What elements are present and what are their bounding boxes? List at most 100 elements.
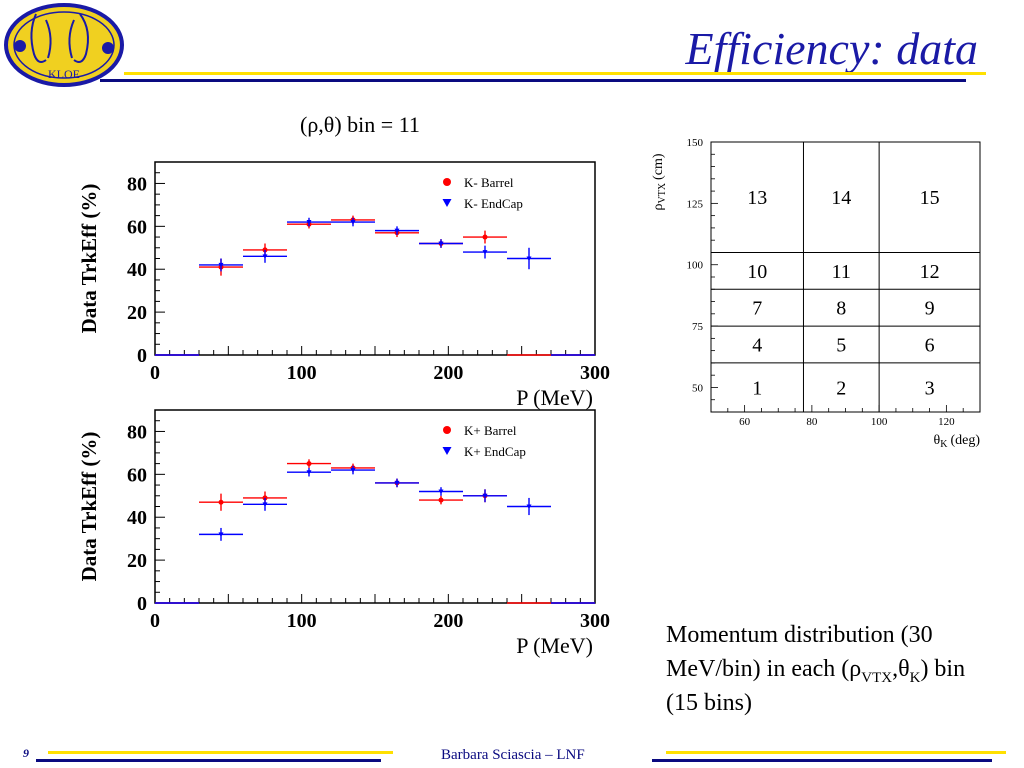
x-tick-label: 300 xyxy=(580,362,610,384)
y-tick-label: 40 xyxy=(127,507,147,529)
y-tick-label: 0 xyxy=(137,345,147,367)
legend-marker xyxy=(442,199,452,207)
logo-text: KLOE xyxy=(48,67,80,81)
y-axis-symbol: ρ xyxy=(651,204,666,211)
y-axis-label: Data TrkEff (%) xyxy=(77,432,101,582)
bin-label: 14 xyxy=(831,187,851,209)
x-tick-label: 60 xyxy=(739,416,751,428)
data-point xyxy=(394,228,400,234)
data-point xyxy=(482,250,488,255)
bin-label: 7 xyxy=(752,298,762,320)
footer-rule-gold-right xyxy=(666,751,1006,754)
legend-marker xyxy=(443,426,451,434)
bin-label: 15 xyxy=(920,187,940,209)
page-number: 9 xyxy=(23,746,29,760)
footer-rule-navy-right xyxy=(652,759,992,762)
bin-label: 1 xyxy=(752,377,762,399)
footer-rule-gold-left xyxy=(48,751,393,754)
data-point xyxy=(350,220,356,225)
y-axis-label: Data TrkEff (%) xyxy=(77,184,101,334)
y-tick-label: 40 xyxy=(127,259,147,281)
caption-theta: θ xyxy=(898,656,910,682)
y-axis-subscript: VTX xyxy=(657,182,668,203)
bin-label: 12 xyxy=(920,261,940,283)
x-tick-label: 100 xyxy=(871,416,888,428)
x-tick-label: 100 xyxy=(287,610,317,632)
legend-marker xyxy=(443,178,451,186)
x-axis-label: P (MeV) xyxy=(516,385,593,410)
bin-label: 6 xyxy=(925,335,935,357)
caption-theta-sub: K xyxy=(909,669,921,686)
data-point xyxy=(218,532,224,537)
data-point xyxy=(394,480,400,486)
y-tick-label: 20 xyxy=(127,302,147,324)
x-tick-label: 120 xyxy=(938,416,955,428)
bottom-efficiency-plot: 0 100 200 300 0 20 40 60 80 P (MeV) Data TrkEff (%… xyxy=(77,409,610,658)
data-point xyxy=(262,502,268,507)
x-axis-subscript: K xyxy=(940,439,948,450)
legend-marker xyxy=(442,447,452,455)
y-tick-label: 80 xyxy=(127,421,147,443)
caption-rho-sub: VTX xyxy=(861,669,893,686)
header-rule-gold xyxy=(124,72,986,75)
caption-rho: ρ xyxy=(849,656,862,682)
data-point xyxy=(218,262,224,268)
bin-label: 9 xyxy=(925,298,935,320)
y-tick-label: 80 xyxy=(127,173,147,195)
data-point xyxy=(526,504,532,509)
data-point xyxy=(218,499,224,505)
legend-label: K- EndCap xyxy=(464,196,523,211)
kloe-logo: KLOE xyxy=(4,3,124,87)
bin-label: 3 xyxy=(925,377,935,399)
x-tick-label: 80 xyxy=(806,416,818,428)
legend-label: K+ Barrel xyxy=(464,423,517,438)
y-tick-label: 150 xyxy=(687,137,704,149)
y-tick-label: 0 xyxy=(137,593,147,615)
header-rule-navy xyxy=(100,79,966,82)
top-efficiency-plot: 0 100 200 300 0 20 40 60 80 P (MeV) Data TrkEff (%… xyxy=(77,161,610,410)
caption-comma: , xyxy=(892,656,899,682)
data-point xyxy=(350,468,356,473)
y-tick-label: 20 xyxy=(127,550,147,572)
plot-title: (ρ,θ) bin = 11 xyxy=(300,112,420,137)
bin-label: 10 xyxy=(747,261,767,283)
y-tick-label: 75 xyxy=(692,321,704,333)
legend-label: K+ EndCap xyxy=(464,444,526,459)
y-tick-label: 60 xyxy=(127,216,147,238)
y-tick-label: 100 xyxy=(687,260,704,272)
data-point xyxy=(306,220,312,225)
y-tick-label: 60 xyxy=(127,464,147,486)
caption-text-end: ) bin (15 bins) xyxy=(666,656,966,716)
x-tick-label: 300 xyxy=(580,610,610,632)
data-point xyxy=(262,254,268,259)
bin-label: 4 xyxy=(752,335,762,357)
footer-author: Barbara Sciascia – LNF xyxy=(441,747,585,763)
legend-label: K- Barrel xyxy=(464,175,514,190)
x-axis-unit: (deg) xyxy=(950,433,980,448)
data-point xyxy=(438,497,444,503)
y-axis-unit: (cm) xyxy=(651,153,666,180)
y-tick-label: 50 xyxy=(692,382,704,394)
data-point xyxy=(526,256,532,261)
data-point xyxy=(306,470,312,475)
y-axis-label: ρVTX (cm) xyxy=(651,153,668,210)
x-tick-label: 100 xyxy=(287,362,317,384)
x-tick-label: 200 xyxy=(433,610,463,632)
data-point xyxy=(438,241,444,246)
data-point xyxy=(482,234,488,240)
bin-label: 11 xyxy=(832,261,851,283)
x-tick-label: 200 xyxy=(433,362,463,384)
data-point xyxy=(482,493,488,499)
footer-rule-navy-left xyxy=(36,759,381,762)
x-axis-label: θK (deg) xyxy=(934,433,981,450)
bin-label: 2 xyxy=(836,377,846,399)
data-point xyxy=(438,489,444,494)
x-axis-symbol: θ xyxy=(934,433,941,448)
x-axis-label: P (MeV) xyxy=(516,633,593,658)
data-point xyxy=(306,461,312,467)
slide-title: Efficiency: data xyxy=(685,23,979,74)
x-tick-label: 0 xyxy=(150,362,160,384)
caption: Momentum distribution (30 MeV/bin) in ea… xyxy=(666,618,996,720)
caption-text-start: Momentum distribution (30 MeV/bin) in ea… xyxy=(666,622,933,682)
